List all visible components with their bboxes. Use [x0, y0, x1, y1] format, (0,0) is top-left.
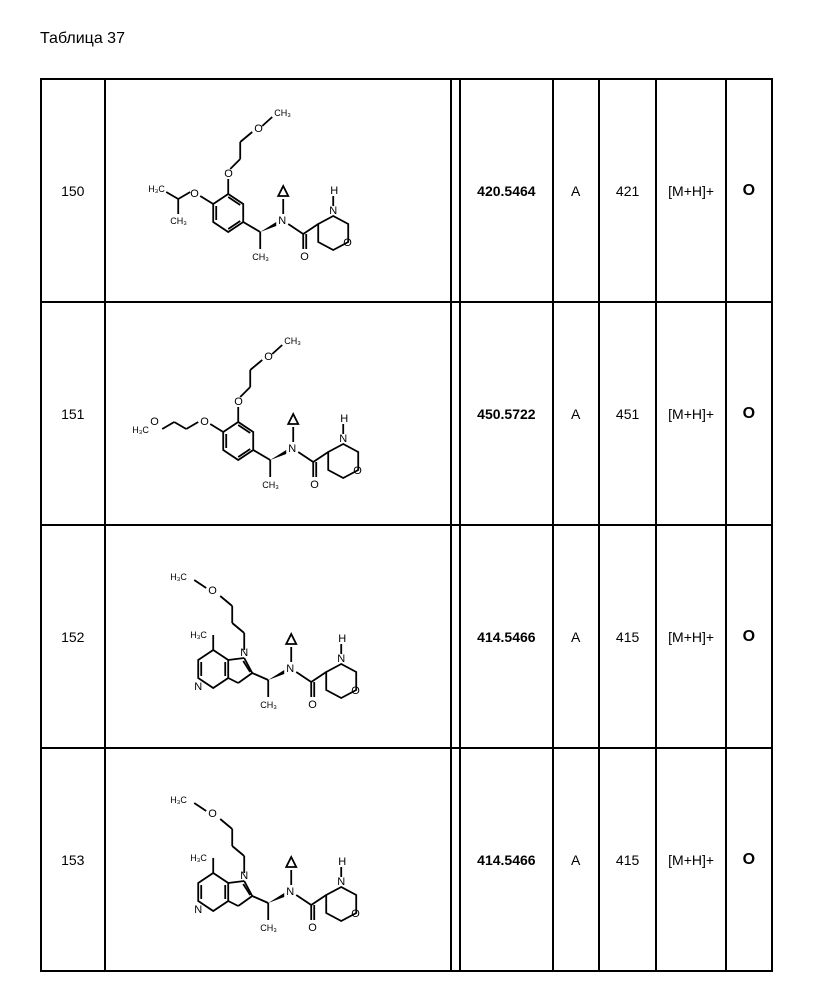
method: A — [553, 748, 599, 971]
separator-cell — [451, 302, 460, 525]
method: A — [553, 79, 599, 302]
svg-text:O: O — [343, 237, 352, 249]
svg-text:N: N — [194, 681, 202, 693]
svg-text:N: N — [194, 904, 202, 916]
table-row: 152 N N H₃C O H₃C CH₃ N O O N H 414.5466… — [41, 525, 772, 748]
table-title: Таблица 37 — [40, 30, 773, 48]
svg-text:N: N — [278, 215, 286, 227]
exact-mass: 420.5464 — [460, 79, 552, 302]
svg-text:N: N — [339, 433, 347, 445]
svg-text:H: H — [330, 185, 338, 197]
table-row: 151 O O H₃C O O CH₃ CH₃ N O O N H 450.57… — [41, 302, 772, 525]
exact-mass: 450.5722 — [460, 302, 552, 525]
svg-text:O: O — [308, 922, 317, 934]
ion-type: [M+H]+ — [656, 302, 725, 525]
chemical-structure: N N H₃C O H₃C CH₃ N O O N H — [110, 753, 446, 963]
svg-text:H₃C: H₃C — [170, 795, 187, 805]
rating: O — [726, 748, 772, 971]
svg-text:CH₃: CH₃ — [170, 216, 187, 226]
ion-type: [M+H]+ — [656, 525, 725, 748]
svg-text:H: H — [338, 856, 346, 868]
svg-text:H₃C: H₃C — [132, 425, 149, 435]
structure-cell: O O H₃C O O CH₃ CH₃ N O O N H — [105, 302, 451, 525]
rating: O — [726, 79, 772, 302]
svg-text:CH₃: CH₃ — [260, 700, 277, 710]
svg-text:O: O — [254, 123, 263, 135]
svg-text:O: O — [300, 251, 309, 263]
svg-text:CH₃: CH₃ — [284, 336, 301, 346]
svg-text:O: O — [310, 479, 319, 491]
data-table: 150 O H₃C CH₃ O O CH₃ CH₃ N O O N H 420.… — [40, 78, 773, 972]
ion-type: [M+H]+ — [656, 748, 725, 971]
separator-cell — [451, 79, 460, 302]
method: A — [553, 525, 599, 748]
svg-text:O: O — [351, 908, 360, 920]
svg-text:H₃C: H₃C — [190, 630, 207, 640]
svg-text:CH₃: CH₃ — [260, 923, 277, 933]
observed-mass: 421 — [599, 79, 657, 302]
exact-mass: 414.5466 — [460, 748, 552, 971]
method: A — [553, 302, 599, 525]
svg-text:H₃C: H₃C — [170, 572, 187, 582]
svg-text:N: N — [337, 653, 345, 665]
svg-text:N: N — [337, 876, 345, 888]
svg-text:O: O — [234, 396, 243, 408]
structure-cell: N N H₃C O H₃C CH₃ N O O N H — [105, 525, 451, 748]
svg-text:O: O — [264, 351, 273, 363]
structure-cell: N N H₃C O H₃C CH₃ N O O N H — [105, 748, 451, 971]
svg-text:O: O — [208, 585, 217, 597]
separator-cell — [451, 525, 460, 748]
svg-text:N: N — [329, 205, 337, 217]
compound-id: 151 — [41, 302, 105, 525]
rating: O — [726, 302, 772, 525]
compound-id: 152 — [41, 525, 105, 748]
table-row: 150 O H₃C CH₃ O O CH₃ CH₃ N O O N H 420.… — [41, 79, 772, 302]
svg-text:O: O — [308, 699, 317, 711]
svg-text:O: O — [208, 808, 217, 820]
observed-mass: 415 — [599, 525, 657, 748]
chemical-structure: O O H₃C O O CH₃ CH₃ N O O N H — [110, 307, 446, 517]
separator-cell — [451, 748, 460, 971]
chemical-structure: O H₃C CH₃ O O CH₃ CH₃ N O O N H — [110, 84, 446, 294]
compound-id: 150 — [41, 79, 105, 302]
observed-mass: 451 — [599, 302, 657, 525]
ion-type: [M+H]+ — [656, 79, 725, 302]
svg-text:O: O — [190, 188, 199, 200]
svg-text:N: N — [286, 663, 294, 675]
svg-text:H: H — [338, 633, 346, 645]
svg-text:O: O — [353, 465, 362, 477]
svg-text:O: O — [224, 168, 233, 180]
svg-text:O: O — [351, 685, 360, 697]
svg-text:N: N — [286, 886, 294, 898]
svg-text:N: N — [288, 443, 296, 455]
structure-cell: O H₃C CH₃ O O CH₃ CH₃ N O O N H — [105, 79, 451, 302]
exact-mass: 414.5466 — [460, 525, 552, 748]
svg-text:H: H — [340, 413, 348, 425]
compound-id: 153 — [41, 748, 105, 971]
svg-text:H₃C: H₃C — [190, 853, 207, 863]
svg-text:O: O — [200, 416, 209, 428]
svg-text:O: O — [150, 416, 159, 428]
rating: O — [726, 525, 772, 748]
svg-text:CH₃: CH₃ — [262, 480, 279, 490]
svg-text:CH₃: CH₃ — [252, 252, 269, 262]
svg-text:H₃C: H₃C — [148, 184, 165, 194]
svg-text:CH₃: CH₃ — [274, 108, 291, 118]
table-row: 153 N N H₃C O H₃C CH₃ N O O N H 414.5466… — [41, 748, 772, 971]
chemical-structure: N N H₃C O H₃C CH₃ N O O N H — [110, 530, 446, 740]
observed-mass: 415 — [599, 748, 657, 971]
